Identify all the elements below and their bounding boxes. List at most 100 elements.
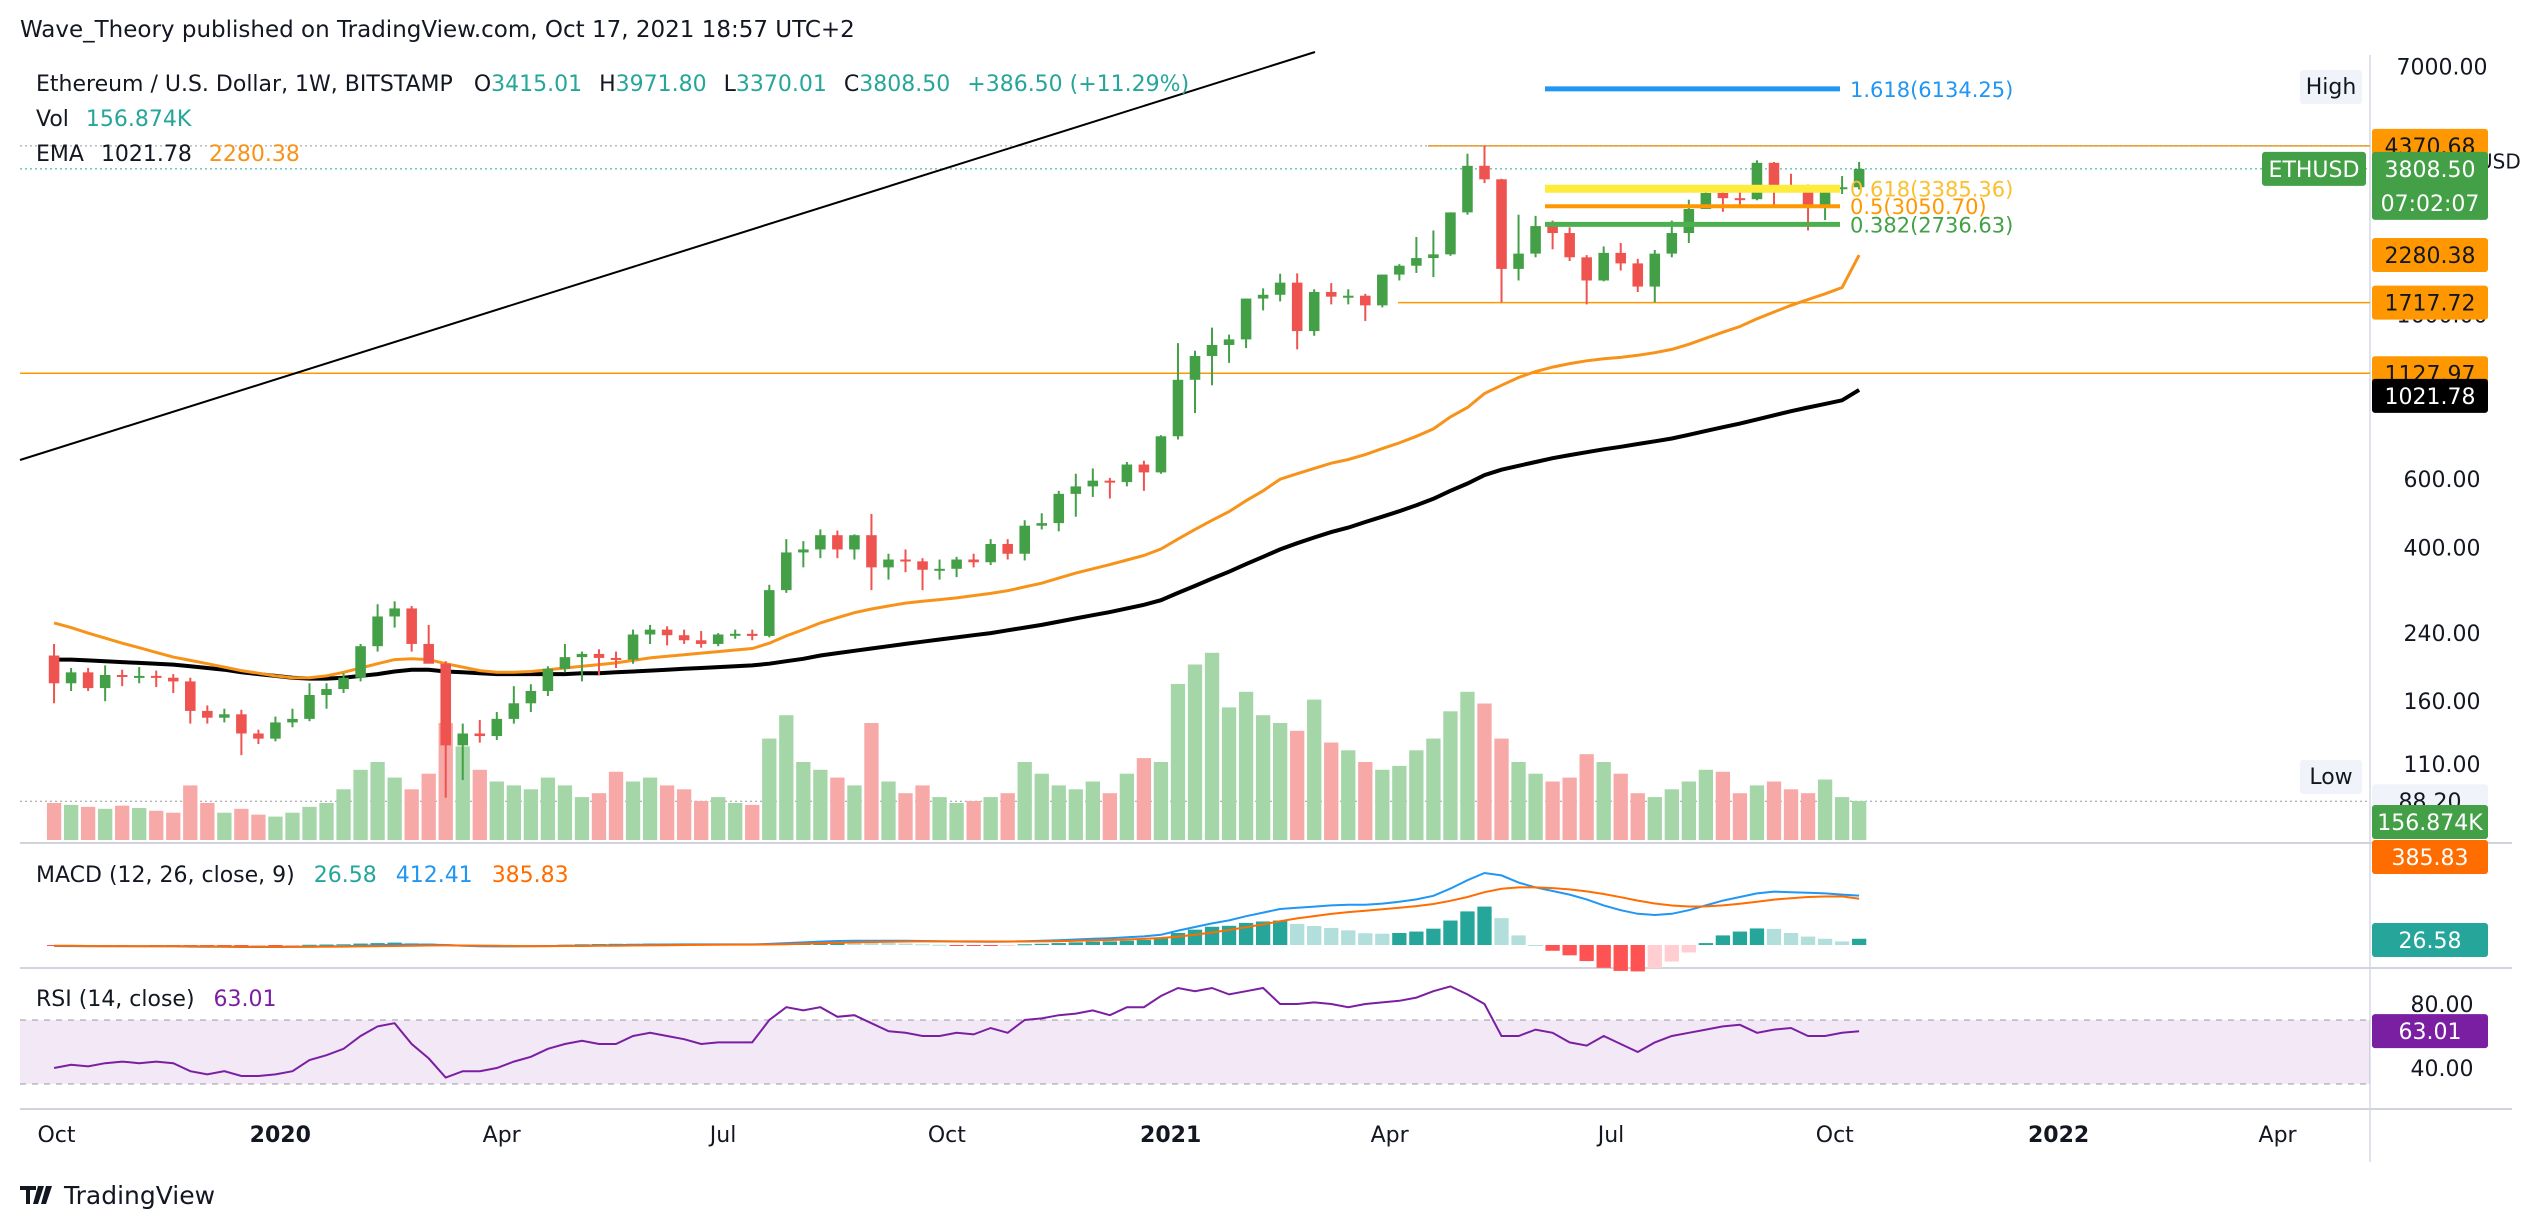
volume-bar — [115, 805, 130, 840]
volume-bar — [1307, 699, 1322, 840]
candle-body — [781, 552, 792, 591]
rsi-tick: 40.00 — [2411, 1057, 2474, 1082]
volume-bar — [1817, 779, 1833, 840]
macd-hist-bar — [1851, 938, 1867, 945]
fibonacci-levels[interactable]: 1.618(6134.25) 0.618(3385.36)0.5(3050.70)… — [1545, 78, 2013, 238]
volume-bar — [1528, 773, 1543, 840]
macd-hist-bar — [1358, 933, 1373, 945]
macd-legend[interactable]: MACD (12, 26, close, 9) 26.58 412.41 385… — [36, 863, 569, 888]
volume-bar — [1017, 762, 1032, 840]
volume-bar — [46, 802, 62, 840]
candle-body — [1734, 198, 1746, 201]
candle-body — [1683, 209, 1695, 234]
macd-hist-bar — [1307, 926, 1322, 945]
volume-bar — [1681, 781, 1696, 840]
trend-line[interactable] — [19, 51, 1316, 461]
candle-body — [1053, 493, 1065, 524]
volume-bar — [762, 738, 777, 840]
level-mid-tag-box — [2372, 285, 2488, 320]
volume-bar — [1221, 707, 1237, 840]
volume-bar — [387, 777, 402, 840]
candle-body — [985, 544, 996, 563]
ema-slow-tag: 2280.38 — [2385, 244, 2476, 269]
volume-bar — [1187, 664, 1203, 840]
candle-body — [355, 646, 366, 678]
candle-body — [389, 608, 400, 617]
candle-body — [1019, 525, 1030, 554]
volume-bar — [1596, 762, 1611, 840]
symbol-legend[interactable]: Ethereum / U.S. Dollar, 1W, BITSTAMP O34… — [36, 72, 1189, 97]
published-header: Wave_Theory published on TradingView.com… — [20, 17, 855, 43]
ema-value-2: 2280.38 — [209, 142, 300, 167]
time-tick: Jul — [708, 1123, 737, 1148]
volume-bar — [1358, 762, 1373, 840]
volume-bar — [932, 797, 947, 840]
ema-long-line — [54, 388, 1861, 681]
volume-bar — [149, 810, 164, 840]
candle-body — [338, 677, 349, 690]
candle-body — [1360, 295, 1371, 306]
ema-lines — [53, 254, 1861, 681]
candle-body — [883, 559, 894, 568]
volume-bar — [608, 771, 624, 840]
volume-bar — [1460, 691, 1475, 840]
rsi-tick: 80.00 — [2411, 993, 2474, 1018]
candle-body — [1223, 339, 1235, 345]
macd-hist-bar — [251, 945, 266, 946]
ema-legend[interactable]: EMA 1021.78 2280.38 — [36, 142, 300, 167]
volume-bar — [1613, 773, 1628, 840]
candle-body — [798, 549, 809, 553]
macd-signal-line — [54, 886, 1860, 948]
rsi-legend[interactable]: RSI (14, close) 63.01 — [36, 987, 277, 1012]
last-price-tag: 3808.50 — [2385, 158, 2476, 183]
macd-hist-bar — [864, 942, 879, 945]
candle-body — [372, 616, 383, 647]
volume-bar — [898, 793, 913, 840]
candle-body — [542, 668, 554, 692]
volume-bar — [183, 785, 198, 840]
time-tick: 2021 — [1140, 1123, 1201, 1148]
rsi-tag: 63.01 — [2399, 1020, 2462, 1045]
macd-hist-bar — [915, 944, 930, 946]
tradingview-logo[interactable]: TradingView — [20, 1181, 215, 1210]
macd-line-value: 412.41 — [396, 863, 473, 888]
macd-signal-value: 385.83 — [492, 863, 569, 888]
macd-hist-bar — [1664, 945, 1679, 962]
macd-hist-bar — [1426, 928, 1441, 945]
candle-body — [525, 691, 537, 704]
vol-legend[interactable]: Vol 156.874K — [36, 107, 192, 132]
volume-bar — [1409, 750, 1424, 840]
candle-body — [133, 675, 145, 678]
vol-tag: 156.874K — [2377, 811, 2483, 836]
rsi-pane — [20, 985, 2370, 1085]
volume-bar — [847, 785, 862, 840]
macd-hist-bar — [1545, 945, 1560, 951]
volume-bar — [1800, 793, 1816, 840]
macd-hist-bar — [336, 944, 351, 946]
candle-body — [65, 672, 77, 684]
candle-body — [1615, 252, 1627, 264]
price-tick: 110.00 — [2404, 753, 2481, 778]
volume-bar — [1630, 793, 1645, 840]
macd-hist-bar — [932, 944, 947, 946]
low-label-box — [2300, 760, 2362, 794]
volume-bar — [1579, 754, 1594, 840]
rsi-tag-box — [2372, 1014, 2488, 1049]
macd-hist-bar — [268, 945, 283, 946]
macd-hist-bar — [898, 943, 913, 945]
volume-bar — [1562, 777, 1577, 840]
candle-body — [1036, 523, 1048, 526]
candle-body — [1087, 480, 1099, 487]
macd-hist-bar — [1102, 941, 1118, 945]
macd-hist-bar — [1187, 929, 1203, 945]
candle-body — [1751, 162, 1763, 200]
volume-bar — [234, 808, 249, 840]
candle-body — [1836, 187, 1848, 190]
ema-slow-tag-box — [2372, 238, 2488, 273]
volume-bar — [659, 785, 675, 840]
time-tick: Oct — [928, 1123, 966, 1148]
candle-body — [1172, 379, 1184, 437]
candle-body — [1513, 253, 1524, 269]
price-tick: 160.00 — [2404, 690, 2481, 715]
